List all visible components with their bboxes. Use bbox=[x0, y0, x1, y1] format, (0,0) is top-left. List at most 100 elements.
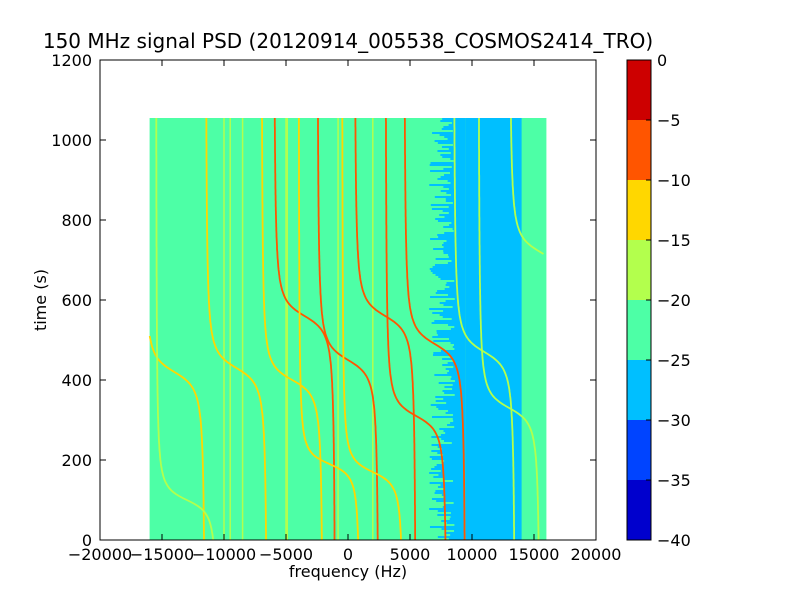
band-speckle bbox=[449, 224, 466, 226]
band-speckle bbox=[430, 270, 466, 272]
colorbar-level-7 bbox=[627, 60, 651, 120]
band-speckle bbox=[438, 236, 466, 238]
colorbar-level-5 bbox=[627, 180, 651, 240]
band-speckle bbox=[429, 164, 466, 166]
band-speckle bbox=[440, 120, 466, 122]
band-speckle bbox=[429, 308, 466, 310]
band-speckle bbox=[443, 304, 466, 306]
band-speckle bbox=[440, 190, 466, 192]
band-speckle bbox=[438, 474, 466, 476]
band-speckle bbox=[450, 194, 466, 196]
band-speckle bbox=[441, 448, 466, 450]
doppler-track-12 bbox=[155, 118, 215, 541]
colorbar-tick-label: −10 bbox=[657, 171, 691, 190]
band-speckle bbox=[435, 490, 466, 492]
band-speckle bbox=[431, 322, 466, 324]
band-speckle bbox=[437, 234, 466, 236]
band-speckle bbox=[443, 478, 466, 480]
band-speckle bbox=[442, 316, 466, 318]
plot-area: −20000−15000−10000 −5000 0 5000 10000 15000 20… bbox=[51, 51, 621, 564]
band-speckle bbox=[429, 482, 466, 484]
band-speckle bbox=[454, 426, 466, 428]
doppler-track-7 bbox=[384, 118, 447, 540]
band-speckle bbox=[444, 532, 466, 534]
band-speckle bbox=[454, 298, 466, 300]
band-speckle bbox=[442, 358, 466, 360]
doppler-track-13 bbox=[510, 118, 544, 255]
band-speckle bbox=[450, 158, 466, 160]
chart-title: 150 MHz signal PSD (20120914_005538_COSM… bbox=[43, 29, 653, 53]
band-speckle bbox=[434, 196, 466, 198]
colorbar-level-6 bbox=[627, 120, 651, 180]
band-speckle bbox=[440, 154, 466, 156]
band-speckle bbox=[429, 508, 466, 510]
doppler-track-1 bbox=[261, 118, 323, 540]
band-speckle bbox=[437, 486, 466, 488]
band-speckle bbox=[437, 334, 466, 336]
band-speckle bbox=[453, 366, 466, 368]
band-speckle bbox=[433, 340, 466, 342]
band-speckle bbox=[429, 456, 466, 458]
band-speckle bbox=[443, 398, 466, 400]
band-speckle bbox=[441, 462, 466, 464]
doppler-track-4 bbox=[317, 118, 379, 540]
band-speckle bbox=[445, 368, 466, 370]
band-speckle bbox=[431, 436, 466, 438]
band-speckle bbox=[430, 296, 466, 298]
band-speckle bbox=[431, 444, 466, 446]
y-tick-label: 1000 bbox=[51, 131, 92, 150]
band-speckle bbox=[436, 332, 466, 334]
band-speckle bbox=[432, 312, 466, 314]
band-speckle bbox=[451, 166, 466, 168]
x-tick-label: −15000 bbox=[130, 545, 194, 564]
band-speckle bbox=[437, 452, 466, 454]
colorbar-tick-label: −30 bbox=[657, 411, 691, 430]
colorbar-level-2 bbox=[627, 360, 651, 420]
x-axis-label: frequency (Hz) bbox=[289, 562, 407, 581]
band-speckle bbox=[450, 172, 466, 174]
band-speckle bbox=[445, 504, 466, 506]
band-speckle bbox=[432, 416, 466, 418]
band-speckle bbox=[443, 252, 466, 254]
band-speckle bbox=[445, 300, 466, 302]
band-speckle bbox=[450, 152, 466, 154]
band-speckle bbox=[447, 410, 466, 412]
band-speckle bbox=[435, 218, 466, 220]
band-speckle bbox=[452, 418, 466, 420]
band-speckle bbox=[452, 202, 466, 204]
band-speckle bbox=[431, 450, 466, 452]
band-speckle bbox=[434, 466, 466, 468]
band-speckle bbox=[448, 212, 466, 214]
colorbar-tick-label: −15 bbox=[657, 231, 691, 250]
y-tick-label: 0 bbox=[82, 531, 92, 550]
band-speckle bbox=[436, 330, 466, 332]
y-tick-label: 400 bbox=[61, 371, 92, 390]
band-speckle bbox=[448, 338, 466, 340]
band-speckle bbox=[444, 288, 466, 290]
colorbar-level-3 bbox=[627, 300, 651, 360]
band-speckle bbox=[442, 390, 466, 392]
band-speckle bbox=[446, 192, 466, 194]
y-axis-label: time (s) bbox=[31, 269, 50, 331]
doppler-track-3 bbox=[297, 118, 360, 540]
band-speckle bbox=[434, 140, 466, 142]
doppler-track-11 bbox=[148, 335, 205, 540]
band-speckle bbox=[437, 510, 466, 512]
band-speckle bbox=[433, 476, 466, 478]
colorbar-tick-label: −5 bbox=[657, 111, 681, 130]
band-speckle bbox=[454, 348, 466, 350]
band-speckle bbox=[430, 238, 466, 240]
band-speckle bbox=[448, 206, 466, 208]
band-speckle bbox=[437, 290, 466, 292]
band-speckle bbox=[435, 258, 466, 260]
band-speckle bbox=[452, 346, 466, 348]
band-speckle bbox=[443, 430, 466, 432]
band-speckle bbox=[441, 528, 466, 530]
band-speckle bbox=[429, 472, 466, 474]
band-speckle bbox=[445, 412, 466, 414]
band-speckle bbox=[439, 314, 466, 316]
band-speckle bbox=[437, 220, 466, 222]
band-speckle bbox=[437, 514, 466, 516]
colorbar-tick-label: −40 bbox=[657, 531, 691, 550]
band-speckle bbox=[431, 458, 466, 460]
